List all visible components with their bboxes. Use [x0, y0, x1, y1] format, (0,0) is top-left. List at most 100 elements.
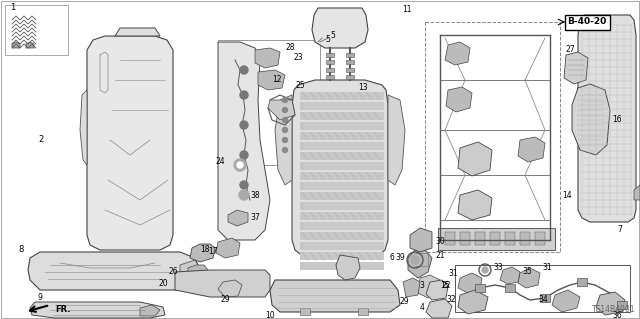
Text: 26: 26 [168, 268, 178, 277]
Circle shape [240, 66, 248, 74]
Polygon shape [596, 292, 625, 315]
Polygon shape [300, 242, 384, 250]
Polygon shape [300, 202, 384, 210]
Text: 27: 27 [565, 46, 575, 55]
Circle shape [282, 128, 287, 132]
Polygon shape [258, 70, 285, 90]
Text: 35: 35 [522, 268, 532, 277]
Polygon shape [218, 42, 270, 240]
Polygon shape [564, 52, 588, 84]
Text: 11: 11 [402, 5, 412, 14]
Polygon shape [188, 265, 208, 278]
Text: 37: 37 [250, 213, 260, 222]
Polygon shape [346, 68, 354, 72]
Polygon shape [292, 80, 388, 258]
Polygon shape [634, 185, 640, 200]
Polygon shape [358, 308, 368, 315]
Polygon shape [388, 95, 405, 185]
Text: 3: 3 [419, 281, 424, 291]
Polygon shape [458, 273, 482, 293]
Polygon shape [572, 84, 610, 155]
Polygon shape [326, 60, 334, 64]
Polygon shape [300, 152, 384, 160]
Polygon shape [268, 100, 295, 120]
Polygon shape [300, 102, 384, 110]
Polygon shape [300, 132, 384, 140]
Text: 39: 39 [396, 254, 405, 263]
Polygon shape [270, 280, 400, 312]
Polygon shape [426, 299, 452, 318]
Circle shape [282, 98, 287, 102]
Polygon shape [577, 278, 587, 286]
Polygon shape [28, 252, 200, 290]
Polygon shape [518, 137, 545, 162]
Circle shape [282, 108, 287, 113]
Text: FR.: FR. [55, 305, 70, 314]
Polygon shape [140, 305, 160, 316]
Polygon shape [475, 284, 485, 292]
Polygon shape [418, 275, 440, 298]
Text: 10: 10 [265, 311, 275, 319]
Polygon shape [222, 275, 227, 292]
Polygon shape [458, 290, 488, 314]
Text: 24: 24 [216, 158, 225, 167]
Polygon shape [505, 284, 515, 292]
Text: 8: 8 [18, 246, 24, 255]
Polygon shape [300, 308, 310, 315]
Polygon shape [500, 267, 520, 284]
Text: TE14B4001: TE14B4001 [591, 305, 635, 314]
Polygon shape [30, 302, 165, 318]
Polygon shape [552, 290, 580, 312]
Text: 16: 16 [612, 115, 621, 124]
Text: 31: 31 [542, 263, 552, 272]
Polygon shape [229, 275, 234, 292]
Text: 36: 36 [612, 310, 622, 319]
Polygon shape [460, 232, 470, 245]
Polygon shape [175, 270, 270, 297]
Polygon shape [312, 8, 368, 48]
Text: 34: 34 [538, 295, 548, 305]
Polygon shape [535, 232, 545, 245]
Polygon shape [300, 112, 384, 120]
Text: 28: 28 [285, 43, 294, 53]
Polygon shape [403, 278, 420, 297]
Text: 18: 18 [200, 246, 210, 255]
Polygon shape [300, 192, 384, 200]
Polygon shape [215, 275, 220, 292]
Text: 5: 5 [330, 31, 335, 40]
Circle shape [240, 121, 248, 129]
Text: 22: 22 [442, 280, 451, 290]
Text: 23: 23 [293, 54, 303, 63]
Polygon shape [445, 232, 455, 245]
Circle shape [239, 190, 249, 200]
Polygon shape [445, 42, 470, 65]
Text: 4: 4 [419, 303, 424, 313]
Polygon shape [540, 294, 550, 302]
Polygon shape [326, 53, 334, 57]
Polygon shape [346, 53, 354, 57]
Text: 32: 32 [446, 295, 456, 305]
Circle shape [282, 117, 287, 122]
Text: 12: 12 [273, 76, 282, 85]
Text: 15: 15 [440, 280, 450, 290]
Text: 29: 29 [399, 298, 409, 307]
Polygon shape [617, 301, 627, 309]
Text: 38: 38 [250, 190, 260, 199]
Polygon shape [190, 244, 215, 262]
Polygon shape [300, 162, 384, 170]
Polygon shape [300, 222, 384, 230]
Circle shape [240, 151, 248, 159]
Text: 14: 14 [562, 190, 572, 199]
Polygon shape [426, 280, 448, 300]
Polygon shape [438, 228, 555, 250]
Text: 17: 17 [208, 248, 218, 256]
Polygon shape [446, 87, 472, 112]
Polygon shape [475, 232, 485, 245]
Text: 1: 1 [10, 4, 15, 12]
Polygon shape [490, 232, 500, 245]
Text: 25: 25 [295, 80, 305, 90]
Circle shape [282, 147, 287, 152]
Text: 30: 30 [435, 238, 445, 247]
Polygon shape [216, 238, 240, 258]
Polygon shape [300, 142, 384, 150]
